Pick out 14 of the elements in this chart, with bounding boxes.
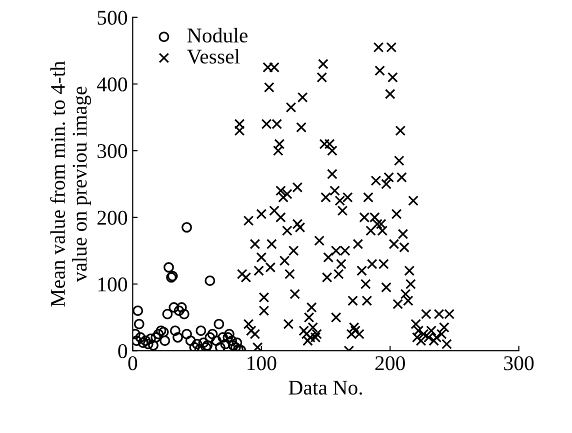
- x-axis-title: Data No.: [288, 380, 362, 395]
- x-tick-label: 100: [248, 356, 276, 370]
- y-axis-title: Mean value from min. to 4-th value on previou image: [50, 61, 92, 307]
- y-tick-label: 500: [98, 10, 128, 25]
- y-tick-label: 0: [118, 344, 128, 358]
- x-tick-label: 0: [128, 356, 138, 370]
- y-tick-label: 100: [98, 277, 128, 292]
- x-tick-label: 200: [375, 356, 405, 370]
- y-tick-label: 300: [98, 144, 128, 158]
- legend-label: Nodule: [187, 28, 248, 43]
- y-tick-label: 200: [98, 210, 128, 225]
- y-tick-label: 400: [97, 77, 128, 92]
- x-tick-label: 300: [504, 356, 534, 370]
- legend-label: Vessel: [187, 48, 240, 64]
